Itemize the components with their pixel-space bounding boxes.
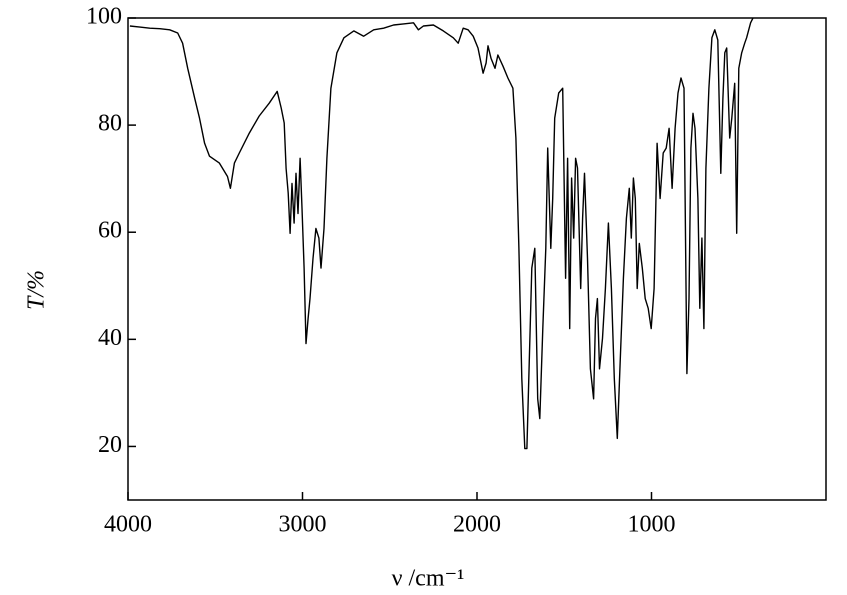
x-tick-label: 3000 (279, 512, 327, 538)
x-tick-label: 1000 (628, 512, 676, 538)
y-tick-label: 20 (98, 432, 122, 458)
y-tick-label: 100 (86, 4, 122, 30)
y-tick-label: 40 (98, 325, 122, 351)
y-axis-label: T/% (24, 270, 50, 310)
y-tick-label: 60 (98, 218, 122, 244)
x-axis-label: ν /cm⁻¹ (392, 566, 465, 592)
x-tick-label: 4000 (104, 512, 152, 538)
plot-frame (127, 17, 827, 501)
spectrum-line (129, 18, 754, 450)
y-tick-label: 80 (98, 111, 122, 137)
x-tick-label: 2000 (453, 512, 501, 538)
